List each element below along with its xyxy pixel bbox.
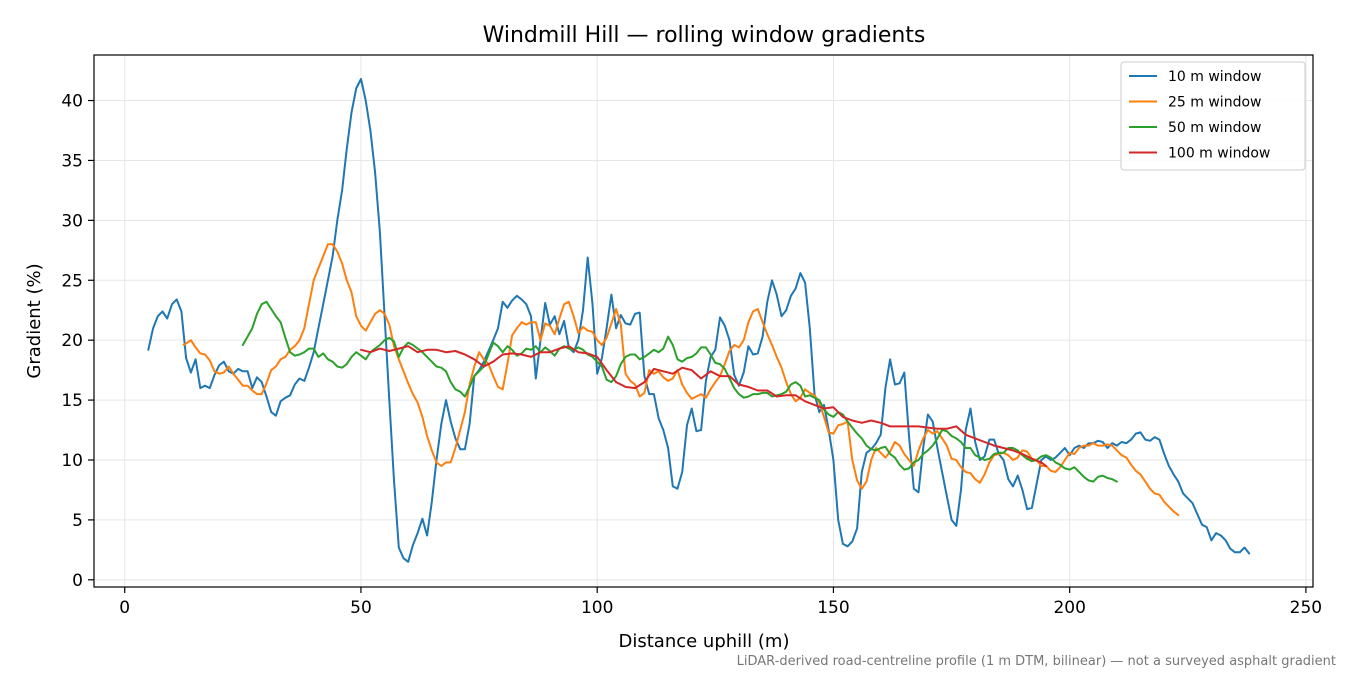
- series-line-2: [241, 300, 1118, 483]
- series-lines: [147, 78, 1251, 563]
- y-tick-label: 25: [61, 271, 83, 291]
- legend-label-3: 100 m window: [1168, 146, 1270, 162]
- y-tick-label: 30: [61, 211, 83, 231]
- plot-frame: [93, 54, 1314, 588]
- y-tick-label: 15: [61, 391, 83, 411]
- legend-box: [1120, 61, 1306, 171]
- chart-title: Windmill Hill — rolling window gradients: [483, 23, 926, 48]
- y-tick-label: 35: [61, 151, 83, 171]
- y-tick-label: 0: [72, 571, 83, 591]
- y-axis-label: Gradient (%): [24, 263, 45, 378]
- y-tick-label: 20: [61, 331, 83, 351]
- y-tick-label: 40: [61, 92, 83, 112]
- y-tick-label: 5: [72, 511, 83, 531]
- x-tick-label: 200: [1053, 598, 1085, 618]
- legend-label-2: 50 m window: [1168, 120, 1261, 136]
- y-tick-label: 10: [61, 451, 83, 471]
- x-axis-label: Distance uphill (m): [619, 631, 790, 652]
- series-line-0: [147, 78, 1251, 563]
- axis-ticks: 0 50 100 150 200 250 0 5 10 15 20 25 30 35 40: [61, 92, 1322, 618]
- footnote: LiDAR-derived road-centreline profile (1…: [737, 654, 1336, 669]
- legend-label-1: 25 m window: [1168, 95, 1261, 111]
- x-tick-label: 150: [817, 598, 849, 618]
- series-line-3: [360, 345, 1047, 467]
- legend: 10 m window 25 m window 50 m window 100 m w…: [1120, 61, 1306, 171]
- series-line-1: [182, 243, 1180, 517]
- x-tick-label: 250: [1290, 598, 1322, 618]
- legend-label-0: 10 m window: [1168, 69, 1261, 85]
- x-tick-label: 50: [350, 598, 372, 618]
- x-tick-label: 100: [581, 598, 613, 618]
- x-tick-label: 0: [119, 598, 130, 618]
